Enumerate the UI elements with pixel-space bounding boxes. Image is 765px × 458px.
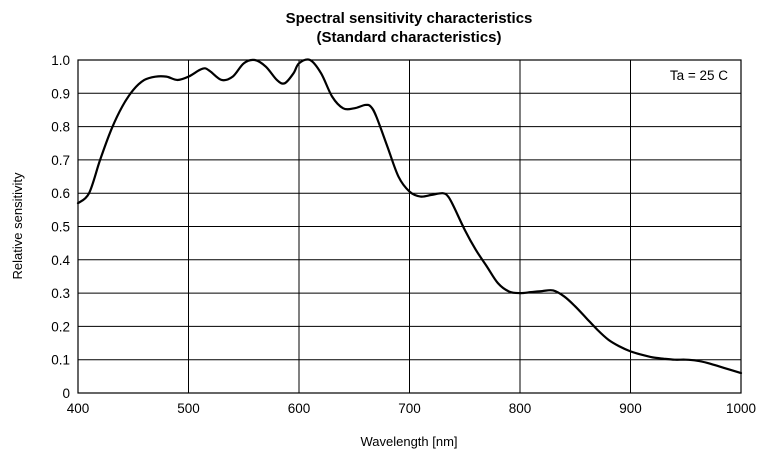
temperature-annotation: Ta = 25 C xyxy=(670,68,728,83)
x-axis-label: Wavelength [nm] xyxy=(360,434,457,449)
y-tick-label: 0.2 xyxy=(51,319,70,334)
chart-title: Spectral sensitivity characteristics xyxy=(286,10,533,27)
y-tick-label: 0.6 xyxy=(51,186,70,201)
y-tick-label: 0.7 xyxy=(51,153,70,168)
sensitivity-curve xyxy=(76,58,743,375)
x-tick-label: 600 xyxy=(288,401,311,416)
grid-lines xyxy=(78,60,741,393)
y-tick-label: 0.9 xyxy=(51,86,70,101)
y-tick-label: 0.3 xyxy=(51,286,70,301)
x-tick-label: 900 xyxy=(619,401,642,416)
y-tick-label: 0.1 xyxy=(51,353,70,368)
y-tick-labels: 0 0.1 0.2 0.3 0.4 0.5 0.6 0.7 0.8 0.9 1.0 xyxy=(51,53,70,401)
y-tick-label: 0.5 xyxy=(51,220,70,235)
y-tick-label: 0.8 xyxy=(51,120,70,135)
y-tick-label: 0.4 xyxy=(51,253,70,268)
chart-subtitle: (Standard characteristics) xyxy=(316,29,501,46)
x-tick-label: 800 xyxy=(509,401,532,416)
y-axis-label: Relative sensitivity xyxy=(10,172,25,279)
plot-frame xyxy=(77,59,742,394)
y-tick-label: 1.0 xyxy=(51,53,70,68)
x-tick-labels: 400 500 600 700 800 900 1000 xyxy=(67,401,756,416)
x-tick-label: 400 xyxy=(67,401,90,416)
x-tick-label: 1000 xyxy=(726,401,756,416)
x-tick-label: 500 xyxy=(177,401,200,416)
x-tick-label: 700 xyxy=(398,401,421,416)
y-tick-label: 0 xyxy=(62,386,70,401)
